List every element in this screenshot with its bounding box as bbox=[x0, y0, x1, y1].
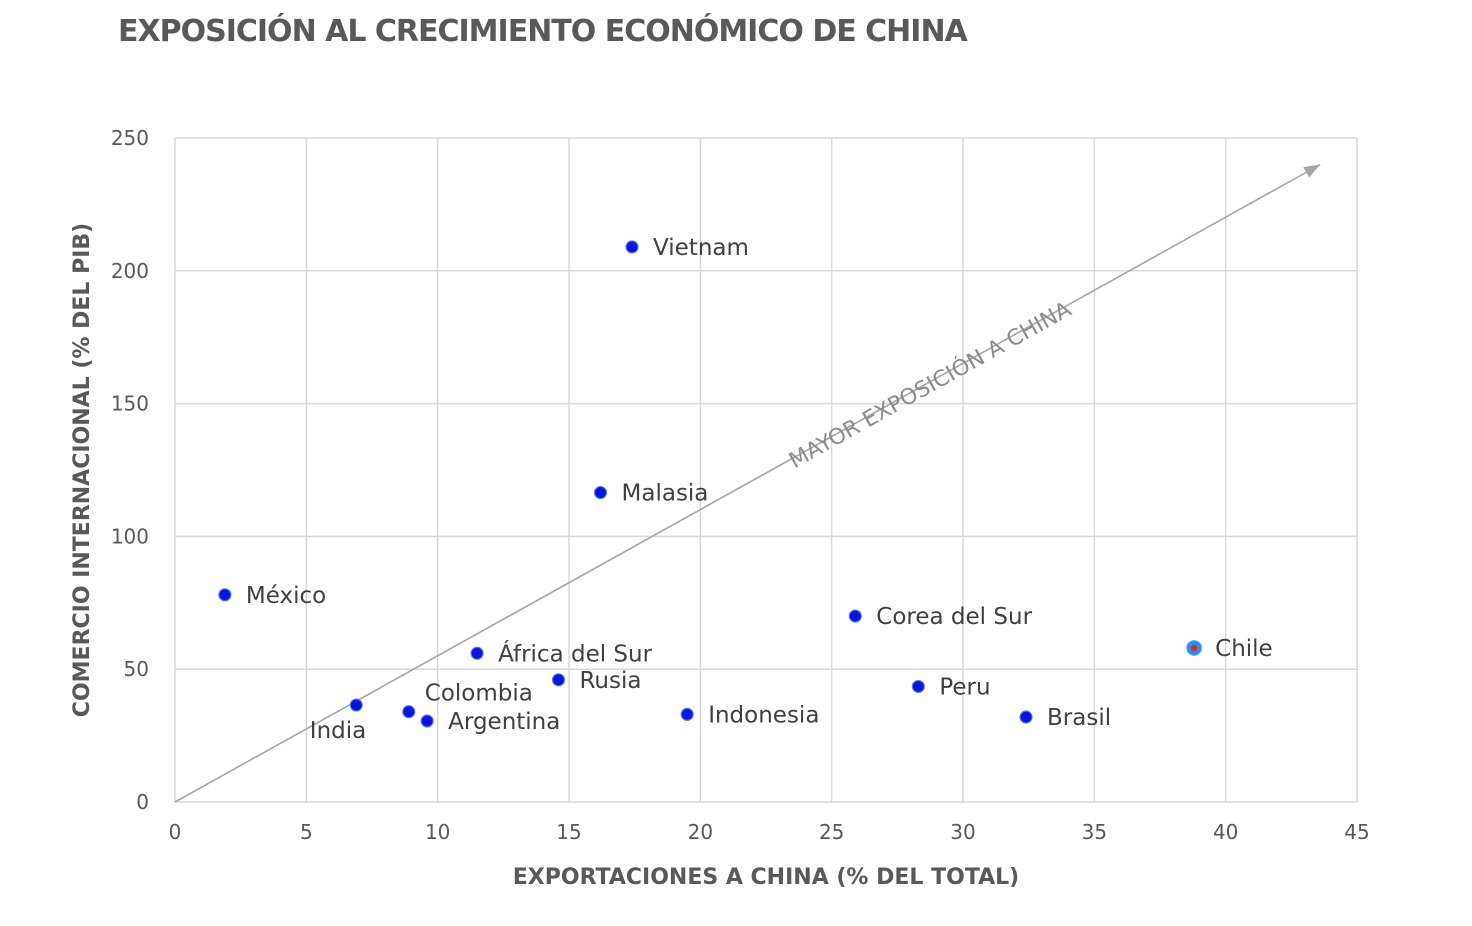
y-tick-label: 150 bbox=[111, 392, 149, 416]
y-tick-label: 200 bbox=[111, 259, 149, 283]
data-points-layer bbox=[218, 240, 1203, 728]
data-point-label: Rusia bbox=[579, 668, 641, 694]
data-point bbox=[349, 698, 363, 712]
data-point bbox=[218, 588, 232, 602]
data-point-label: Vietnam bbox=[653, 235, 749, 261]
data-point-label: India bbox=[310, 718, 366, 744]
tick-labels-layer: 0 5 10 15 20 25 30 35 40 45 0 50 100 150 200 250 bbox=[111, 126, 1370, 844]
data-point bbox=[402, 705, 416, 719]
data-point bbox=[593, 485, 608, 500]
y-tick-label: 50 bbox=[124, 657, 149, 681]
y-tick-label: 0 bbox=[136, 790, 149, 814]
data-point bbox=[551, 673, 566, 687]
x-tick-label: 35 bbox=[1082, 820, 1107, 844]
y-tick-label: 100 bbox=[111, 524, 149, 548]
grid-layer bbox=[174, 137, 1358, 803]
data-point-label: Chile bbox=[1215, 636, 1273, 662]
x-tick-label: 30 bbox=[950, 820, 975, 844]
data-point-highlight-center bbox=[1191, 644, 1198, 651]
x-tick-label: 5 bbox=[300, 820, 313, 844]
x-tick-label: 40 bbox=[1213, 820, 1238, 844]
data-point-label: Colombia bbox=[425, 681, 533, 707]
data-point-label: México bbox=[246, 583, 326, 609]
data-point bbox=[625, 240, 639, 254]
data-point bbox=[911, 679, 925, 694]
annotation-arrow-head bbox=[1303, 164, 1321, 178]
x-tick-label: 25 bbox=[819, 820, 844, 844]
data-point bbox=[680, 707, 694, 721]
y-axis-title: COMERCIO INTERNACIONAL (% DEL PIB) bbox=[70, 223, 95, 717]
data-point-label: Peru bbox=[939, 674, 990, 700]
data-point-label: Malasia bbox=[622, 481, 709, 507]
data-point-label: Corea del Sur bbox=[876, 604, 1032, 630]
data-point-label: Indonesia bbox=[708, 702, 819, 728]
chart-title: EXPOSICIÓN AL CRECIMIENTO ECONÓMICO DE C… bbox=[118, 14, 968, 49]
data-point-label: Brasil bbox=[1047, 705, 1111, 731]
x-tick-label: 0 bbox=[169, 820, 182, 844]
x-tick-label: 10 bbox=[425, 820, 450, 844]
annotation-arrow-line bbox=[174, 163, 1321, 803]
x-tick-label: 45 bbox=[1344, 820, 1369, 844]
data-point bbox=[470, 646, 484, 660]
x-tick-label: 15 bbox=[556, 820, 581, 844]
data-point bbox=[420, 714, 434, 728]
y-tick-label: 250 bbox=[111, 126, 149, 150]
annotation-label: MAYOR EXPOSICIÓN A CHINA bbox=[785, 296, 1076, 474]
x-axis-title: EXPORTACIONES A CHINA (% DEL TOTAL) bbox=[513, 865, 1019, 890]
point-labels-layer: Vietnam Malasia México Corea del Sur Chile Áf… bbox=[246, 235, 1273, 744]
data-point-label: África del Sur bbox=[498, 639, 653, 667]
data-point bbox=[1019, 710, 1033, 724]
data-point bbox=[848, 609, 862, 623]
data-point-label: Argentina bbox=[448, 709, 560, 735]
x-tick-label: 20 bbox=[688, 820, 713, 844]
